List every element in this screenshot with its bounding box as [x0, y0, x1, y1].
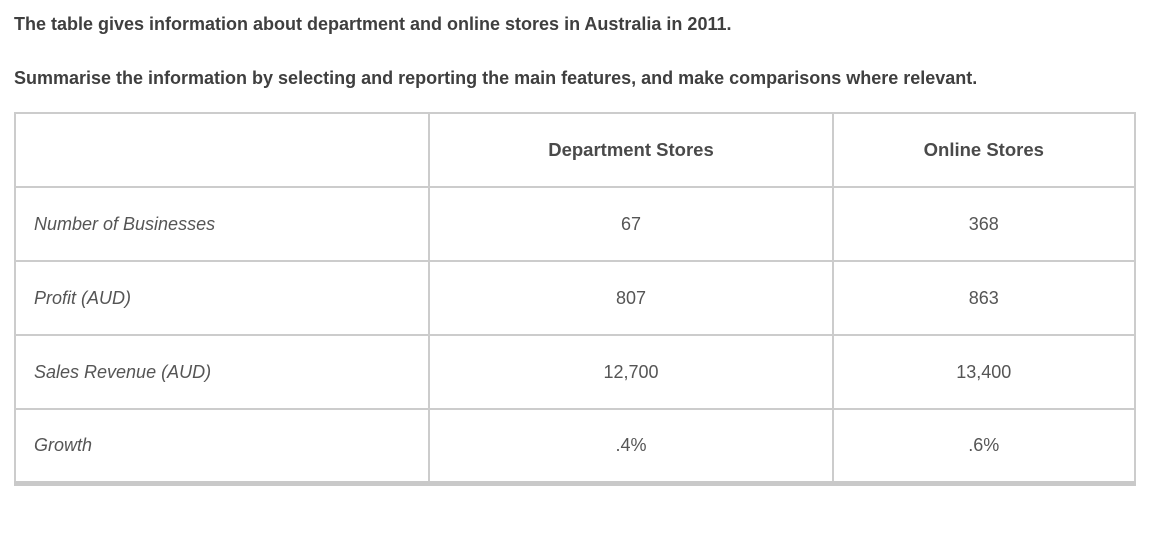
row-label: Growth	[13, 408, 431, 486]
row-label: Profit (AUD)	[13, 260, 431, 336]
task-description-text: The table gives information about depart…	[14, 14, 732, 34]
department-stores-value: 67	[428, 186, 834, 262]
column-header-online-stores: Online Stores	[831, 112, 1137, 188]
row-label: Sales Revenue (AUD)	[13, 334, 431, 410]
online-stores-value: 368	[831, 186, 1137, 262]
corner-empty-cell	[13, 112, 431, 188]
department-stores-value: 807	[428, 260, 834, 336]
table-row-number-of-businesses: Number of Businesses 67 368	[13, 186, 1137, 262]
online-stores-value: 863	[831, 260, 1137, 336]
department-stores-value: 12,700	[428, 334, 834, 410]
row-label: Number of Businesses	[13, 186, 431, 262]
table-row-sales-revenue: Sales Revenue (AUD) 12,700 13,400	[13, 334, 1137, 410]
page-root: The table gives information about depart…	[13, 4, 1140, 486]
column-header-department-stores: Department Stores	[428, 112, 834, 188]
stores-data-table: Department Stores Online Stores Number o…	[13, 112, 1137, 486]
department-stores-value: .4%	[428, 408, 834, 486]
online-stores-value: .6%	[831, 408, 1137, 486]
task-instruction-text: Summarise the information by selecting a…	[14, 68, 978, 88]
table-header-row: Department Stores Online Stores	[13, 112, 1137, 188]
table-row-profit: Profit (AUD) 807 863	[13, 260, 1137, 336]
table-row-growth: Growth .4% .6%	[13, 408, 1137, 486]
online-stores-value: 13,400	[831, 334, 1137, 410]
